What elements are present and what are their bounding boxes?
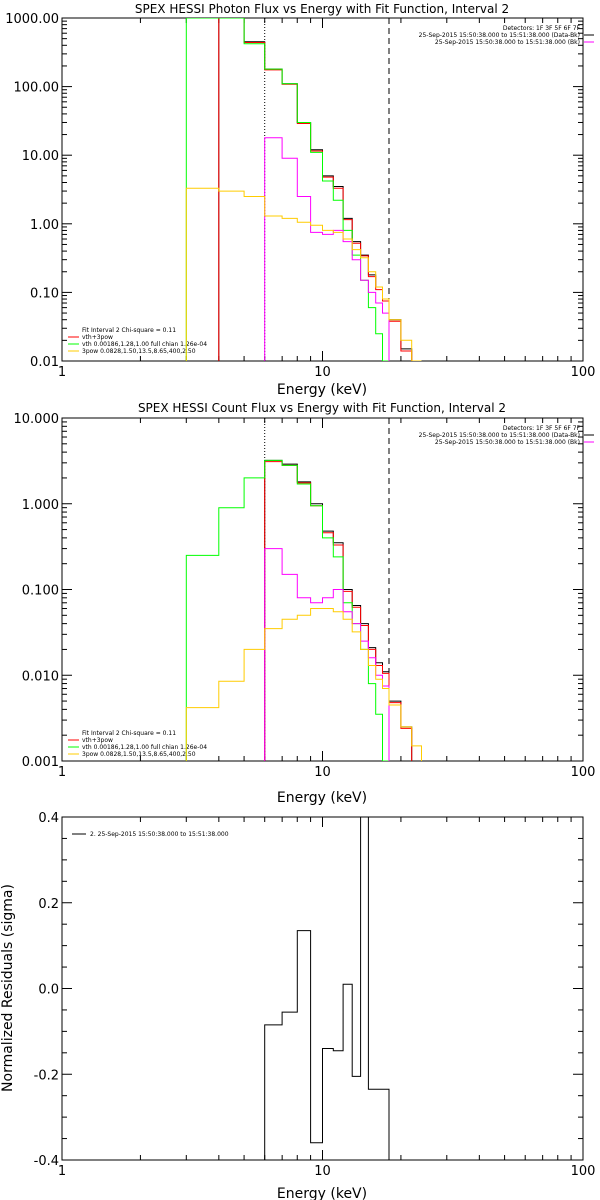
- count-flux-x-tick-label: 10: [314, 765, 331, 780]
- count-flux-legend-total: vth+3pow: [82, 737, 113, 744]
- photon-flux-x-tick-label: 100: [571, 365, 596, 380]
- count-flux-y-tick-label: 10.000: [14, 412, 60, 427]
- photon-flux-y-tick-label: 100.00: [14, 81, 60, 96]
- residuals-y-tick-label: -0.2: [34, 1068, 59, 1083]
- photon-flux-series-4: [185, 187, 422, 361]
- photon-flux-x-tick-label: 10: [314, 365, 331, 380]
- residuals-series-group: [264, 817, 390, 1160]
- photon-flux-y-tick-label: 0.10: [30, 286, 59, 301]
- count-flux-title: SPEX HESSI Count Flux vs Energy with Fit…: [138, 401, 506, 415]
- residuals-x-tick-label: 10: [314, 1164, 331, 1179]
- count-flux-series-2: [185, 459, 389, 761]
- residuals-y-tick-label: 0.0: [38, 983, 59, 998]
- residuals-panel: Energy (keV) Normalized Residuals (sigma…: [0, 811, 595, 1200]
- residuals-legend: 2. 25-Sep-2015 15:50:38.000 to 15:51:38.…: [90, 831, 229, 838]
- count-flux-panel: SPEX HESSI Count Flux vs Energy with Fit…: [14, 401, 596, 806]
- count-flux-y-tick-label: 0.100: [22, 584, 59, 599]
- count-flux-bk-interval: 25-Sep-2015 15:50:38.000 to 15:51:38.000…: [435, 439, 580, 446]
- photon-flux-legend-3pow: 3pow 0.0828,1.50,13.5,8.65,400,2.50: [82, 348, 196, 355]
- photon-flux-legend-total: vth+3pow: [82, 334, 113, 341]
- residuals-x-tick-label: 100: [571, 1164, 596, 1179]
- photon-flux-legend-vth: vth 0.00186,1.28,1.00 full chian 1.26e-0…: [82, 341, 207, 348]
- count-flux-series-group: [185, 459, 422, 761]
- count-flux-y-tick-label: 0.001: [22, 755, 59, 770]
- photon-flux-data-interval: 25-Sep-2015 15:50:38.000 to 15:51:38.000…: [419, 32, 580, 39]
- photon-flux-panel: SPEX HESSI Photon Flux vs Energy with Fi…: [5, 2, 595, 398]
- photon-flux-fit-label: Fit Interval 2 Chi-square = 0.11: [82, 327, 176, 334]
- count-flux-y-tick-label: 0.010: [22, 669, 59, 684]
- count-flux-data-interval: 25-Sep-2015 15:50:38.000 to 15:51:38.000…: [419, 432, 580, 439]
- count-flux-legend-3pow: 3pow 0.0828,1.50,13.5,8.65,400,2.50: [82, 751, 196, 758]
- residuals-xlabel: Energy (keV): [277, 1186, 367, 1200]
- photon-flux-series-2: [185, 18, 389, 361]
- photon-flux-title: SPEX HESSI Photon Flux vs Energy with Fi…: [135, 2, 509, 16]
- photon-flux-y-tick-label: 1.00: [30, 218, 59, 233]
- photon-flux-detectors: Detectors: 1F 3F 5F 6F 7F: [503, 25, 581, 32]
- photon-flux-xlabel: Energy (keV): [277, 382, 367, 398]
- count-flux-x-tick-label: 100: [571, 765, 596, 780]
- photon-flux-y-tick-label: 0.01: [30, 355, 59, 370]
- residuals-y-tick-label: 0.4: [38, 811, 59, 826]
- count-flux-fit-label: Fit Interval 2 Chi-square = 0.11: [82, 730, 176, 737]
- count-flux-x-tick-label: 1: [58, 765, 66, 780]
- count-flux-series-4: [185, 608, 422, 761]
- count-flux-xlabel: Energy (keV): [277, 790, 367, 806]
- photon-flux-x-tick-label: 1: [58, 365, 66, 380]
- count-flux-detectors: Detectors: 1F 3F 5F 6F 7F: [503, 425, 581, 432]
- photon-flux-y-tick-label: 10.00: [22, 149, 59, 164]
- residuals-y-tick-label: -0.4: [34, 1154, 59, 1169]
- photon-flux-series-group: [185, 18, 422, 361]
- photon-flux-y-tick-label: 1000.00: [5, 12, 59, 27]
- residuals-ylabel: Normalized Residuals (sigma): [0, 884, 16, 1092]
- residuals-series-0: [264, 817, 390, 1160]
- count-flux-y-tick-label: 1.000: [22, 498, 59, 513]
- count-flux-legend-vth: vth 0.00186,1.28,1.00 full chian 1.26e-0…: [82, 744, 207, 751]
- photon-flux-bk-interval: 25-Sep-2015 15:50:38.000 to 15:51:38.000…: [435, 39, 580, 46]
- residuals-y-tick-label: 0.2: [38, 897, 59, 912]
- residuals-x-tick-label: 1: [58, 1164, 66, 1179]
